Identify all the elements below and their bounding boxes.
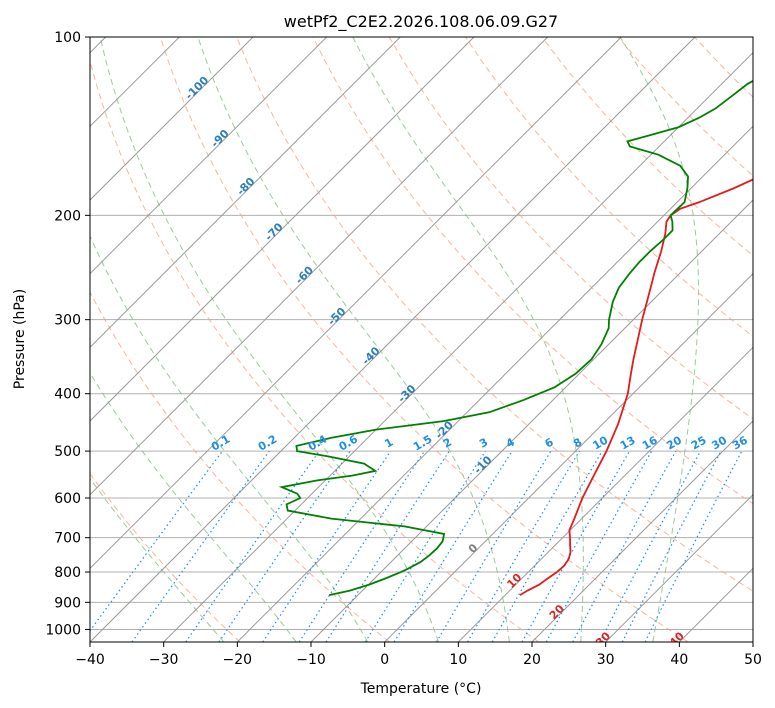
y-axis-ticks: 100 200 300 400 500 600 700 800 900 1000 (45, 30, 90, 638)
moist-adiabat-line (99, 37, 439, 642)
y-tick-label: 200 (54, 208, 81, 224)
dry-adiabat-line (90, 291, 390, 642)
x-axis-label: Temperature (°C) (360, 681, 482, 697)
mixing-ratio-line (393, 450, 513, 642)
mixing-ratio-line (599, 450, 702, 642)
x-tick-label: −20 (223, 652, 253, 668)
x-tick-label: 10 (449, 652, 467, 668)
moist-adiabat-line (90, 371, 297, 642)
y-tick-label: 100 (54, 30, 81, 46)
chart-title: wetPf2_C2E2.2026.108.06.09.G27 (284, 12, 558, 32)
y-tick-label: 500 (54, 444, 81, 460)
dry-adiabat-line (90, 59, 540, 642)
x-tick-label: −10 (296, 652, 326, 668)
dry-adiabat-line (465, 37, 753, 337)
x-tick-label: −40 (75, 652, 105, 668)
dry-adiabat-line (388, 37, 753, 420)
moist-adiabat-line (90, 234, 369, 642)
isotherm-line (310, 199, 753, 642)
y-tick-label: 700 (54, 531, 81, 547)
mixing-ratio-line (185, 450, 320, 642)
isotherm-line (384, 272, 753, 642)
isotherm-line (236, 125, 753, 642)
isotherm-line (605, 493, 753, 642)
moist-adiabat-line (352, 37, 584, 642)
mixing-ratio-line (131, 450, 270, 642)
y-tick-label: 400 (54, 387, 81, 403)
x-tick-label: −30 (149, 652, 179, 668)
y-tick-label: 1000 (45, 622, 81, 638)
dry-adiabat-line (90, 472, 241, 642)
plot-frame (89, 36, 754, 643)
isotherm-line (90, 37, 254, 201)
mixing-ratio-line (364, 450, 486, 642)
x-tick-label: 30 (597, 652, 615, 668)
dry-adiabat-line (236, 37, 753, 592)
isotherm-line (90, 37, 401, 349)
temperature-line (519, 178, 753, 596)
moist-adiabats (90, 37, 700, 642)
dry-adiabat-line (312, 37, 753, 505)
isotherm-line (90, 37, 328, 275)
pressure-grid (90, 37, 753, 630)
mixing-ratio-line (298, 450, 425, 642)
isotherms (90, 37, 753, 642)
x-axis-ticks: −40 −30 −20 −10 0 10 20 30 40 50 (75, 642, 762, 668)
y-axis-label: Pressure (hPa) (12, 289, 28, 389)
dewpoint-line (278, 79, 753, 596)
isotherm-line (531, 420, 753, 642)
dry-adiabat-line (159, 37, 689, 642)
isotherm-line (90, 37, 475, 422)
x-tick-label: 0 (380, 652, 389, 668)
dry-adiabats (90, 37, 753, 642)
isotherm-line (457, 346, 753, 642)
x-tick-label: 50 (744, 652, 762, 668)
y-tick-label: 900 (54, 595, 81, 611)
mixing-ratio-line (325, 450, 450, 642)
x-tick-label: 20 (523, 652, 541, 668)
x-tick-label: 40 (670, 652, 688, 668)
mixing-ratio-lines (90, 450, 743, 642)
isotherm-line (90, 37, 622, 570)
y-tick-label: 800 (54, 565, 81, 581)
moist-adiabat-line (619, 37, 700, 642)
mixing-ratio-line (262, 450, 392, 642)
moist-adiabat-line (90, 477, 225, 642)
mixing-ratio-line (572, 450, 677, 642)
isotherm-line (90, 37, 696, 642)
sounding-series (278, 79, 753, 596)
isotherm-line (163, 51, 753, 642)
isotherm-line (90, 37, 549, 496)
mixing-ratio-line (218, 450, 351, 642)
y-tick-label: 300 (54, 313, 81, 329)
y-tick-label: 600 (54, 491, 81, 507)
mixing-ratio-line (435, 450, 552, 642)
moist-adiabat-line (197, 37, 510, 642)
mixing-ratio-line (466, 450, 580, 642)
